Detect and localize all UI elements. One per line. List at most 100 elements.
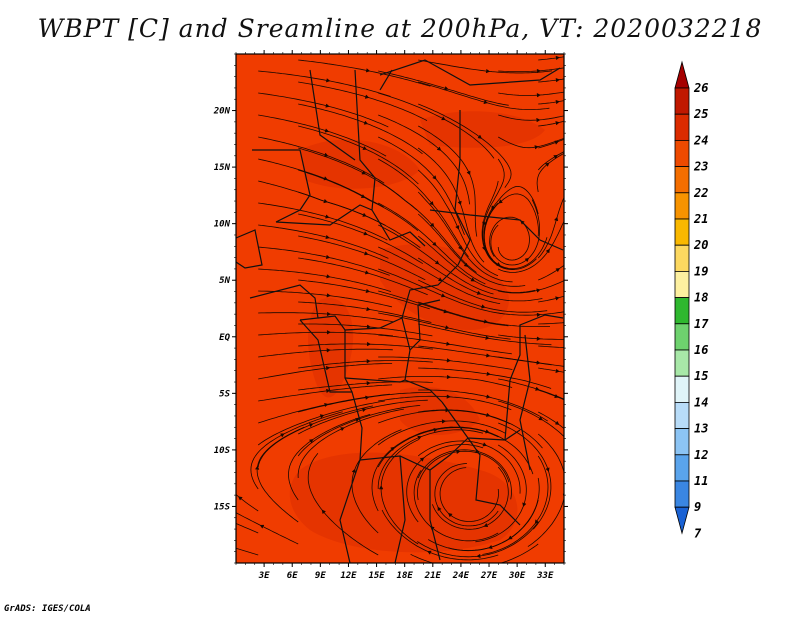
lon-label: 12E	[340, 571, 357, 581]
lat-label: 15S	[214, 502, 231, 512]
streamline-arrow-73	[366, 324, 371, 329]
streamline-45	[258, 224, 389, 259]
streamline-54	[298, 257, 428, 296]
streamline-arrow-69	[555, 296, 560, 301]
streamline-46	[378, 224, 494, 295]
colorbar-label: 20	[693, 238, 708, 252]
colorbar-bin-2	[674, 113, 690, 141]
streamline-arrow-114	[483, 523, 488, 527]
border-6	[409, 299, 441, 351]
colorbar-bin-14	[674, 428, 690, 456]
streamline-arrow-131	[351, 468, 356, 473]
lon-label: 3E	[258, 571, 270, 581]
streamline-28	[378, 158, 469, 258]
streamline-84	[298, 360, 433, 369]
streamline-108	[297, 405, 421, 457]
streamline-arrow-57	[554, 216, 559, 222]
streamline-10	[378, 92, 495, 159]
streamline-133	[380, 439, 419, 545]
streamline-arrow-128	[420, 457, 425, 462]
colorbar-label: 9	[694, 500, 701, 514]
border-23	[379, 59, 561, 86]
colorbar-label: 14	[694, 395, 708, 409]
streamline-81	[258, 348, 393, 358]
streamline-135	[236, 547, 259, 556]
streamline-56	[537, 196, 564, 259]
colorbar-label: 23	[693, 160, 708, 174]
lat-label: 10S	[214, 446, 231, 456]
lon-label: 15E	[368, 571, 385, 581]
streamline-arrow-56	[476, 290, 482, 295]
streamline-61	[418, 279, 548, 313]
streamlines	[236, 55, 564, 569]
streamline-1	[418, 59, 553, 74]
streamline-arrow-138	[427, 550, 432, 555]
streamline-30	[298, 169, 419, 232]
streamline-arrow-27	[554, 140, 559, 145]
streamline-arrow-1	[365, 68, 371, 73]
streamline-arrow-74	[485, 335, 490, 340]
streamline-67	[418, 301, 551, 327]
lat-label: 5S	[219, 389, 230, 399]
streamline-arrow-29	[429, 201, 434, 206]
streamline-arrow-119	[417, 435, 422, 440]
streamline-arrow-47	[435, 260, 440, 265]
streamline-arrow-68	[483, 319, 489, 324]
streamline-arrow-60	[546, 248, 550, 254]
streamline-arrow-110	[482, 442, 487, 447]
streamline-5	[498, 67, 564, 73]
streamline-78	[298, 343, 433, 350]
lon-label: 27E	[480, 571, 498, 581]
dark-patch-1	[308, 298, 354, 398]
streamline-107	[475, 444, 527, 543]
colorbar-bin-15	[674, 454, 690, 482]
streamline-arrow-50	[470, 277, 476, 282]
lon-label: 21E	[424, 571, 442, 581]
border-4	[344, 264, 459, 331]
streamline-63	[258, 290, 393, 308]
streamline-arrow-42	[496, 262, 501, 267]
colorbar-label: 26	[693, 81, 708, 95]
streamline-74	[538, 322, 564, 325]
streamline-arrow-108	[522, 502, 527, 507]
longitude-axis: 3E 6E 9E 12E 15E 18E 21E 24E 27E 30E 33E	[235, 50, 565, 581]
streamline-arrow-39	[545, 162, 550, 167]
streamline-31	[417, 169, 499, 277]
streamline-16	[378, 114, 471, 205]
lon-label: 24E	[452, 571, 470, 581]
streamline-arrow-76	[326, 330, 331, 335]
streamline-49	[417, 235, 536, 293]
streamline-arrow-107	[441, 419, 446, 424]
streamline-arrow-84	[536, 360, 541, 365]
streamline-arrow-12	[536, 93, 541, 98]
streamline-arrow-51	[498, 199, 503, 204]
colorbar-label: 25	[693, 107, 708, 121]
streamline-arrow-80	[486, 353, 491, 358]
streamline-arrow-135	[472, 566, 475, 569]
streamline-arrow-92	[486, 394, 491, 399]
colorbar-bin-1	[674, 87, 690, 115]
streamline-arrow-112	[309, 423, 314, 427]
streamline-44	[483, 185, 539, 266]
streamline-59	[498, 220, 564, 273]
streamline-0	[298, 59, 431, 87]
colorbar-bin-8	[674, 270, 690, 298]
streamline-arrow-124	[238, 496, 243, 501]
streamline-6	[298, 81, 428, 121]
streamline-arrow-17	[437, 146, 442, 151]
streamline-131	[413, 470, 499, 542]
streamline-arrow-32	[455, 225, 460, 230]
streamline-94	[378, 395, 512, 411]
streamline-124	[371, 426, 453, 512]
streamline-arrow-99	[555, 421, 560, 425]
colorbar-bin-3	[674, 139, 690, 167]
colorbar-label: 16	[694, 343, 708, 357]
lat-label: 15N	[214, 163, 231, 173]
streamline-57	[258, 268, 392, 292]
streamline-93	[258, 384, 393, 402]
streamline-99	[258, 393, 390, 424]
streamline-arrow-118	[280, 433, 285, 438]
streamline-arrow-59	[441, 293, 446, 298]
streamline-83	[498, 356, 564, 367]
streamline-arrow-46	[325, 235, 330, 239]
